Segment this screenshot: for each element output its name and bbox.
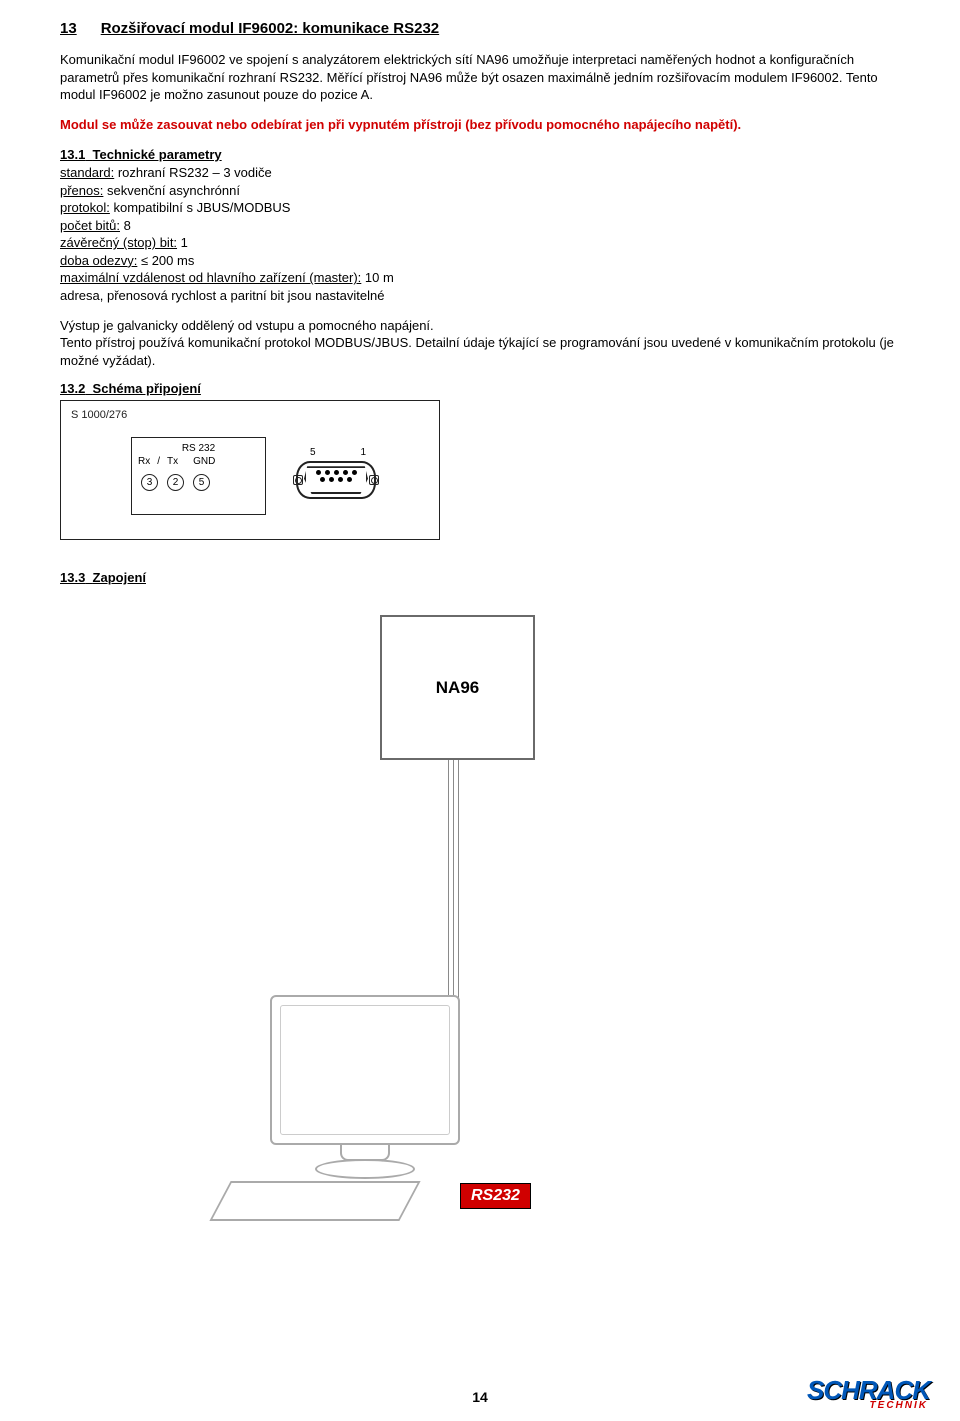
sub-num: 13.1 — [60, 147, 85, 162]
terminal-5: 5 — [193, 474, 210, 491]
sub-title: Zapojení — [93, 570, 146, 585]
monitor-icon — [270, 995, 460, 1145]
output-paragraph-1: Výstup je galvanicky oddělený od vstupu … — [60, 317, 900, 335]
section-heading: 13 Rozšiřovací modul IF96002: komunikace … — [60, 20, 900, 37]
na96-box: NA96 — [380, 615, 535, 760]
rs232-badge: RS232 — [460, 1183, 531, 1209]
warning-paragraph: Modul se může zasouvat nebo odebírat jen… — [60, 116, 900, 134]
terminal-3: 3 — [141, 474, 158, 491]
intro-paragraph: Komunikační modul IF96002 ve spojení s a… — [60, 51, 900, 104]
subheading-13-3: 13.3 Zapojení — [60, 570, 900, 585]
sub-num: 13.2 — [60, 381, 85, 396]
keyboard-icon — [209, 1181, 420, 1221]
db9-connector: 51 — [296, 449, 376, 499]
schema-diagram: S 1000/276 RS 232 Rx / Tx GND 3 2 5 51 — [60, 400, 440, 540]
section-title: Rozšiřovací modul IF96002: komunikace RS… — [101, 20, 439, 37]
tech-params: standard: rozhraní RS232 – 3 vodiče přen… — [60, 164, 900, 304]
wiring-diagram: NA96 RS232 — [120, 615, 720, 1235]
subheading-13-2: 13.2 Schéma připojení — [60, 381, 900, 396]
output-paragraph-2: Tento přístroj používá komunikační proto… — [60, 334, 900, 369]
subheading-13-1: 13.1 Technické parametry — [60, 147, 900, 162]
sub-num: 13.3 — [60, 570, 85, 585]
schrack-logo: SCHRACK TECHNIK — [807, 1375, 930, 1411]
rs232-terminal-box: RS 232 Rx / Tx GND 3 2 5 — [131, 437, 266, 515]
section-number: 13 — [60, 20, 77, 37]
sub-title: Schéma připojení — [93, 381, 201, 396]
schema-corner-label: S 1000/276 — [71, 409, 429, 421]
terminal-2: 2 — [167, 474, 184, 491]
sub-title: Technické parametry — [93, 147, 222, 162]
